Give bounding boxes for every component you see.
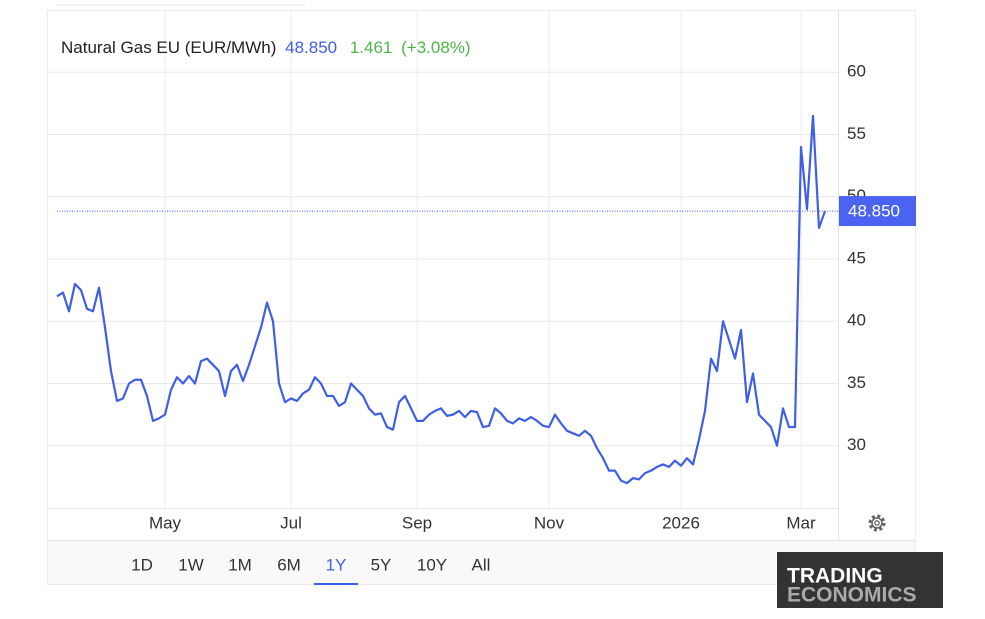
y-tick-label: 60 [847,62,866,81]
y-tick-label: 55 [847,124,866,143]
x-tick-label: Jul [280,513,302,532]
y-tick-label: 45 [847,248,866,267]
y-tick-label: 40 [847,311,866,330]
range-bar [48,541,915,584]
range-button[interactable]: 10Y [417,555,447,574]
plot [48,10,838,508]
logo-line1: TRADING [787,565,883,588]
settings-icon[interactable] [868,514,886,532]
range-buttons: 1D 1W 1M 6M 1Y 5Y 10Y All [131,555,491,585]
header: Natural Gas EU (EUR/MWh) 48.850 1.461 (+… [61,38,471,57]
x-tick-label: Sep [402,513,432,532]
last-price-badge [839,196,916,227]
chart-title: Natural Gas EU (EUR/MWh) [61,38,276,57]
last-price: 48.850 [285,38,337,57]
price-line [56,114,827,485]
range-button[interactable]: 1W [178,555,204,574]
range-button[interactable]: 1D [131,555,153,574]
logo-box [777,552,943,608]
x-tick-label: Nov [534,513,565,532]
y-tick-label: 35 [847,373,866,392]
logo-line2: ECONOMICS [787,584,917,607]
range-button[interactable]: 6M [277,555,301,574]
change: 1.461 [350,38,393,57]
x-tick-label: May [149,513,182,532]
range-button[interactable]: 1Y [326,555,347,574]
card [47,10,916,585]
y-tick-label: 30 [847,435,866,454]
change-pct: (+3.08%) [401,38,470,57]
range-button[interactable]: 1M [228,555,252,574]
range-button[interactable]: 5Y [371,555,392,574]
last-price-badge-label: 48.850 [848,202,900,221]
range-button[interactable]: All [472,555,491,574]
x-tick-label: 2026 [662,513,700,532]
x-tick-label: Mar [786,513,816,532]
